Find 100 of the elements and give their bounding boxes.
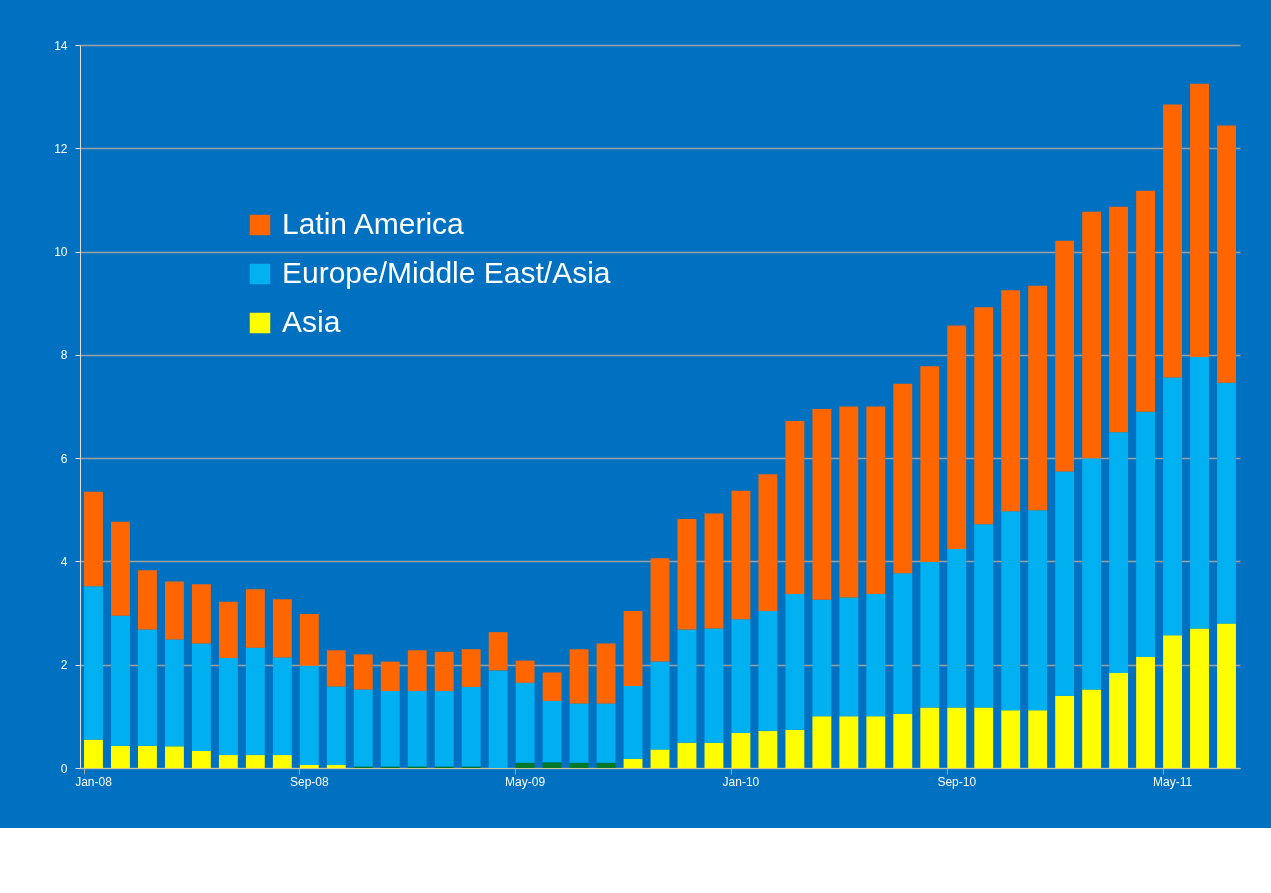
bar	[299, 614, 319, 666]
bar	[596, 762, 616, 768]
bar	[111, 745, 130, 768]
bar	[138, 745, 157, 768]
bar	[326, 650, 346, 687]
bar	[1001, 511, 1021, 711]
bar	[191, 584, 211, 644]
bar	[1136, 190, 1156, 412]
bar	[731, 619, 751, 733]
legend-label: Europe/Middle East/Asia	[282, 256, 611, 289]
bar	[138, 570, 157, 630]
bar	[353, 654, 373, 690]
bar	[1217, 382, 1236, 624]
bar	[515, 762, 535, 768]
bar	[947, 549, 967, 708]
bar	[785, 593, 805, 730]
bar	[758, 730, 778, 768]
bar	[839, 406, 859, 598]
bar	[677, 742, 697, 768]
bar	[111, 615, 130, 746]
bar	[947, 325, 967, 550]
bar	[191, 643, 211, 751]
bar	[866, 406, 886, 594]
bar	[380, 661, 400, 692]
bar	[164, 581, 184, 640]
bar	[731, 732, 751, 768]
bar	[1109, 206, 1129, 433]
bar	[434, 651, 454, 692]
bar	[245, 755, 265, 768]
bar	[1055, 240, 1075, 472]
y-tick-label: 10	[54, 245, 68, 260]
bar	[353, 689, 373, 767]
bar	[812, 599, 832, 717]
bar	[1001, 290, 1021, 512]
bar	[1163, 104, 1182, 378]
bar	[596, 643, 616, 704]
bar	[893, 383, 913, 574]
bar	[164, 746, 184, 768]
bar	[1055, 695, 1075, 768]
bar	[1082, 211, 1102, 459]
bar	[84, 586, 103, 740]
bar	[1217, 125, 1236, 383]
bar	[542, 700, 562, 763]
bar	[623, 685, 643, 759]
bar	[138, 629, 157, 746]
bar	[785, 420, 805, 594]
x-tick-label: Jan-08	[75, 774, 113, 789]
bar	[623, 611, 643, 686]
bar	[947, 707, 967, 768]
bar	[84, 739, 103, 768]
bar	[434, 691, 454, 767]
bar	[272, 657, 292, 756]
bar	[677, 629, 697, 743]
bar	[839, 597, 859, 717]
y-tick-label: 14	[54, 38, 68, 53]
bar	[785, 729, 805, 768]
bar	[111, 521, 130, 616]
bar	[326, 764, 346, 768]
bar	[596, 703, 616, 763]
bar	[1028, 710, 1048, 768]
bar	[758, 474, 778, 612]
bar	[1190, 628, 1209, 768]
bar	[542, 762, 562, 768]
bar	[84, 491, 103, 587]
bar	[461, 686, 481, 767]
bar	[704, 628, 724, 743]
y-tick-label: 6	[60, 451, 68, 466]
bar	[515, 660, 535, 683]
bar	[1163, 377, 1182, 636]
bar	[272, 755, 292, 768]
bar	[488, 670, 508, 768]
bar	[569, 649, 589, 704]
bar	[326, 686, 346, 765]
bar	[704, 513, 724, 629]
bar	[839, 716, 859, 768]
bar	[1055, 471, 1075, 696]
bar	[1001, 710, 1021, 768]
bar	[272, 599, 292, 658]
bar	[650, 558, 670, 662]
bar	[461, 649, 481, 687]
bar	[245, 589, 265, 648]
bar	[515, 682, 535, 763]
bar	[407, 650, 427, 692]
bar	[920, 707, 940, 768]
bar	[920, 366, 940, 562]
bar	[1082, 689, 1102, 768]
bar	[407, 691, 427, 767]
bar	[1082, 458, 1102, 690]
x-tick-label: May-11	[1153, 774, 1193, 789]
y-tick-label: 12	[54, 141, 68, 156]
x-tick-label: May-09	[505, 774, 546, 789]
bar	[758, 611, 778, 731]
bar	[812, 716, 832, 768]
bar	[920, 561, 940, 708]
bar	[731, 490, 751, 620]
bar	[299, 764, 319, 768]
bar	[866, 716, 886, 768]
bar	[623, 758, 643, 768]
bar	[299, 665, 319, 765]
x-tick-label: Sep-08	[289, 774, 329, 789]
